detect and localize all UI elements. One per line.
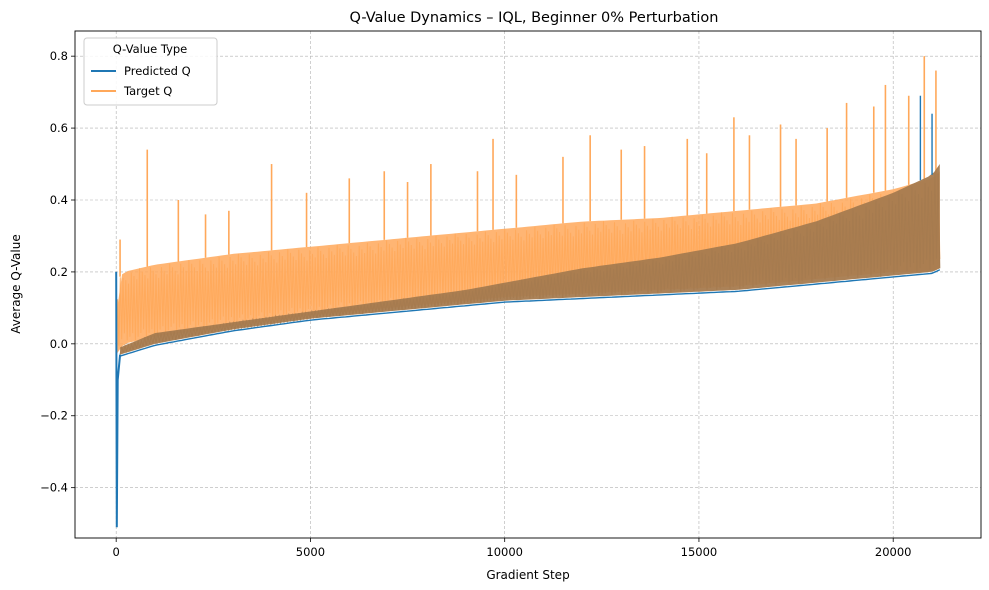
predicted-q-band — [120, 164, 940, 355]
y-tick-label: 0.6 — [50, 121, 68, 135]
y-tick-label: −0.2 — [40, 409, 68, 423]
chart-title: Q-Value Dynamics – IQL, Beginner 0% Pert… — [350, 10, 719, 26]
x-tick-label: 15000 — [681, 545, 718, 559]
y-tick-label: −0.4 — [40, 481, 68, 495]
legend-title: Q-Value Type — [113, 42, 188, 56]
y-tick-label: 0.8 — [50, 49, 68, 63]
x-tick-label: 10000 — [486, 545, 523, 559]
y-tick-label: 0.4 — [50, 193, 68, 207]
predicted-q-lower-edge — [119, 269, 941, 357]
legend: Q-Value Type Predicted Q Target Q — [83, 37, 218, 106]
y-axis-label: Average Q-Value — [9, 234, 23, 333]
plot-area — [74, 30, 982, 539]
legend-entry-target: Target Q — [123, 84, 172, 98]
y-tick-label: 0.0 — [50, 337, 68, 351]
predicted-q-initial — [115, 271, 122, 528]
x-tick-label: 0 — [113, 545, 120, 559]
x-tick-label: 5000 — [296, 545, 325, 559]
legend-box — [83, 37, 218, 106]
predicted-q-line — [119, 172, 941, 355]
legend-entry-predicted: Predicted Q — [124, 64, 191, 78]
x-tick-label: 20000 — [875, 545, 912, 559]
y-tick-label: 0.2 — [50, 265, 68, 279]
x-axis-label: Gradient Step — [486, 568, 569, 582]
